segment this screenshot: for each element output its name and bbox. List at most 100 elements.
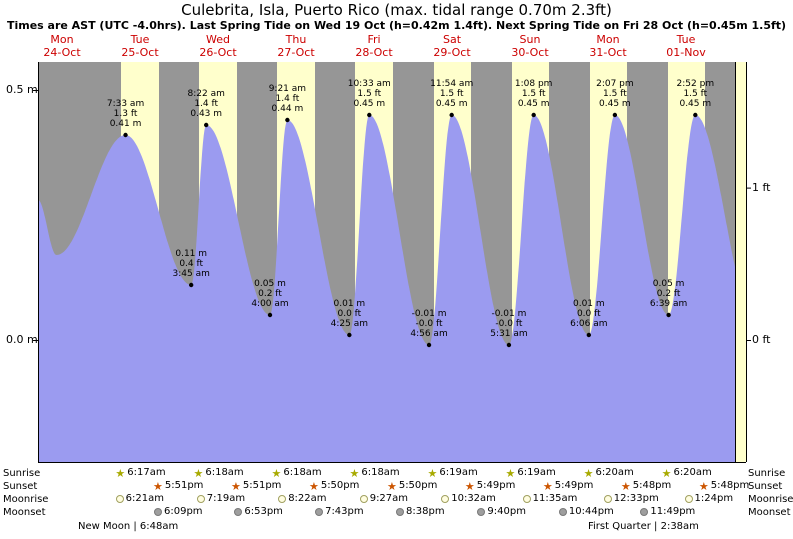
sunrise-time-label: 6:19am xyxy=(439,467,478,478)
sunset-time: ★ 5:50pm xyxy=(309,480,359,492)
day-label: Wed 26-Oct xyxy=(199,33,237,59)
sunrise-time-label: 6:18am xyxy=(283,467,322,478)
sunset-time: ★ 5:48pm xyxy=(621,480,671,492)
sunset-time-label: 5:50pm xyxy=(398,480,438,491)
moonrise-time: 8:22am xyxy=(278,493,327,505)
day-label: Mon 24-Oct xyxy=(43,33,81,59)
daylight-band xyxy=(433,62,471,462)
sunset-time: ★ 5:49pm xyxy=(543,480,593,492)
moonset-moon-icon xyxy=(315,508,324,516)
sunrise-row-label-right: Sunrise xyxy=(748,468,786,479)
moonrise-moon-icon xyxy=(441,495,450,503)
sunrise-time: ★ 6:19am xyxy=(506,467,556,479)
sunrise-star-icon: ★ xyxy=(505,466,516,480)
moonrise-time: 12:33pm xyxy=(603,493,659,505)
moonset-time-label: 9:40pm xyxy=(487,506,526,517)
high-tide-annotation: 1:08 pm 1.5 ft 0.45 m xyxy=(514,79,553,109)
high-tide-annotation: 10:33 am 1.5 ft 0.45 m xyxy=(347,79,391,109)
sunrise-time-label: 6:20am xyxy=(595,467,634,478)
moonrise-time-label: 12:33pm xyxy=(613,493,659,504)
sunrise-time-label: 6:18am xyxy=(205,467,244,478)
right-axis-strip xyxy=(735,62,746,462)
sunrise-star-icon: ★ xyxy=(271,466,282,480)
sunrise-time-label: 6:20am xyxy=(673,467,712,478)
moonrise-time: 9:27am xyxy=(359,493,408,505)
sunrise-star-icon: ★ xyxy=(115,466,126,480)
moonset-moon-icon xyxy=(477,508,486,516)
moonset-moon-icon xyxy=(153,508,162,516)
sunrise-star-icon: ★ xyxy=(661,466,672,480)
day-label: Tue 25-Oct xyxy=(121,33,159,59)
sunset-star-icon: ★ xyxy=(308,479,319,493)
sunset-time: ★ 5:49pm xyxy=(465,480,515,492)
high-tide-annotation: 11:54 am 1.5 ft 0.45 m xyxy=(430,79,474,109)
daylight-band xyxy=(589,62,627,462)
sunset-time-label: 5:50pm xyxy=(320,480,360,491)
moonset-time: 6:53pm xyxy=(234,506,283,518)
sunrise-time: ★ 6:18am xyxy=(193,467,243,479)
moonrise-moon-icon xyxy=(196,495,205,503)
moonset-time: 9:40pm xyxy=(477,506,526,518)
daylight-band xyxy=(355,62,393,462)
sunrise-time: ★ 6:19am xyxy=(428,467,478,479)
high-tide-annotation: 7:33 am 1.3 ft 0.41 m xyxy=(106,99,145,129)
day-label: Sun 30-Oct xyxy=(511,33,549,59)
moonrise-moon-icon xyxy=(684,495,693,503)
sunset-time-label: 5:51pm xyxy=(242,480,282,491)
sunset-time: ★ 5:51pm xyxy=(231,480,281,492)
sunrise-star-icon: ★ xyxy=(349,466,360,480)
moonset-time: 7:43pm xyxy=(315,506,364,518)
moonset-time-label: 8:38pm xyxy=(406,506,445,517)
sunrise-time: ★ 6:18am xyxy=(271,467,321,479)
sunset-star-icon: ★ xyxy=(386,479,397,493)
high-tide-annotation: 8:22 am 1.4 ft 0.43 m xyxy=(187,89,225,119)
sunset-time: ★ 5:51pm xyxy=(153,480,203,492)
moonset-time: 11:49pm xyxy=(640,506,695,518)
moonset-row-label-right: Moonset xyxy=(748,507,791,518)
moonset-time: 10:44pm xyxy=(558,506,614,518)
sunset-row-label-right: Sunset xyxy=(748,481,783,492)
y-axis-right-label-0ft: 0 ft xyxy=(752,333,771,346)
moonset-moon-icon xyxy=(640,508,649,516)
moonrise-time: 6:21am xyxy=(115,493,164,505)
moonrise-time-label: 8:22am xyxy=(288,493,327,504)
high-tide-annotation: 2:07 pm 1.5 ft 0.45 m xyxy=(596,79,634,109)
sunset-row-label-left: Sunset xyxy=(3,481,38,492)
sunrise-time: ★ 6:20am xyxy=(662,467,712,479)
moonset-row-label-left: Moonset xyxy=(3,507,46,518)
sunrise-star-icon: ★ xyxy=(583,466,594,480)
moonrise-time-label: 7:19am xyxy=(206,493,246,504)
sunrise-time: ★ 6:17am xyxy=(115,467,165,479)
sunset-time: ★ 5:48pm xyxy=(699,480,749,492)
moonset-time-label: 11:49pm xyxy=(650,506,696,517)
daylight-band xyxy=(511,62,549,462)
daylight-band xyxy=(277,62,315,462)
low-tide-annotation: 0.05 m 0.2 ft 6:39 am xyxy=(649,279,688,309)
moonrise-moon-icon xyxy=(522,495,531,503)
low-tide-annotation: 0.05 m 0.2 ft 4:00 am xyxy=(251,279,289,309)
day-label: Tue 01-Nov xyxy=(666,33,706,59)
low-tide-annotation: 0.01 m 0.0 ft 6:06 am xyxy=(570,299,608,329)
sunrise-row-label-left: Sunrise xyxy=(3,468,41,479)
high-tide-annotation: 2:52 pm 1.5 ft 0.45 m xyxy=(676,79,715,109)
sunset-time: ★ 5:50pm xyxy=(387,480,437,492)
sunset-star-icon: ★ xyxy=(620,479,631,493)
moonrise-time-label: 11:35am xyxy=(532,493,578,504)
moonset-time-label: 10:44pm xyxy=(568,506,614,517)
sunrise-star-icon: ★ xyxy=(193,466,204,480)
sunset-time-label: 5:49pm xyxy=(476,480,516,491)
sunset-star-icon: ★ xyxy=(231,479,241,493)
moonrise-time: 10:32am xyxy=(441,493,496,505)
moonset-time-label: 6:09pm xyxy=(163,506,203,517)
sunset-time-label: 5:48pm xyxy=(710,480,750,491)
low-tide-annotation: -0.01 m -0.0 ft 5:31 am xyxy=(490,309,528,339)
sunset-star-icon: ★ xyxy=(153,479,163,493)
sunrise-time-label: 6:17am xyxy=(127,467,166,478)
sunset-time-label: 5:49pm xyxy=(554,480,594,491)
moonrise-time-label: 10:32am xyxy=(451,493,496,504)
low-tide-annotation: -0.01 m -0.0 ft 4:56 am xyxy=(410,309,448,339)
moonrise-moon-icon xyxy=(278,495,287,503)
moonrise-row-label-right: Moonrise xyxy=(748,494,793,505)
sunset-star-icon: ★ xyxy=(542,479,553,493)
